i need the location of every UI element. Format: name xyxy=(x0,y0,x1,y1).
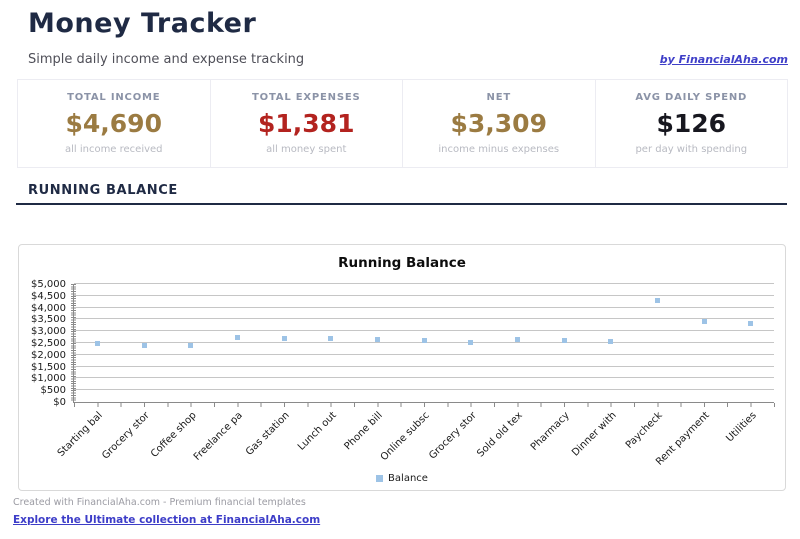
gridline xyxy=(74,294,774,296)
stat-label: NET xyxy=(486,92,511,103)
gridline xyxy=(74,377,774,379)
page-title: Money Tracker xyxy=(28,8,257,39)
y-axis-tick-label: $3,000 xyxy=(31,326,66,338)
stat-subtext: income minus expenses xyxy=(438,144,560,155)
stats-row: TOTAL INCOME $4,690 all income received … xyxy=(17,79,788,168)
y-axis-tick-label: $1,000 xyxy=(31,373,66,385)
stat-card-total-income: TOTAL INCOME $4,690 all income received xyxy=(18,80,211,167)
stat-subtext: all income received xyxy=(64,144,163,155)
y-axis-tick-label: $4,500 xyxy=(31,290,66,302)
data-point xyxy=(421,337,427,343)
legend-label-balance: Balance xyxy=(388,473,428,484)
y-axis-tick-label: $5,000 xyxy=(31,279,66,290)
footer-link[interactable]: Explore the Ultimate collection at Finan… xyxy=(13,514,321,526)
data-point xyxy=(281,335,287,341)
stat-subtext: per day with spending xyxy=(635,144,748,155)
footer-credit: Created with FinancialAha.com - Premium … xyxy=(13,497,306,508)
stat-value: $3,309 xyxy=(450,109,547,138)
data-point xyxy=(561,337,567,343)
data-point xyxy=(514,337,520,343)
stat-value: $126 xyxy=(656,109,727,138)
data-point xyxy=(374,337,380,343)
legend-swatch-balance xyxy=(376,475,384,482)
chart-legend: Balance xyxy=(19,473,785,484)
stat-value: $1,381 xyxy=(258,109,355,138)
data-point xyxy=(608,339,614,345)
chart-title: Running Balance xyxy=(338,255,466,271)
y-axis-tick-label: $1,500 xyxy=(31,361,66,373)
gridline xyxy=(74,283,774,284)
y-axis-tick-label: $4,000 xyxy=(31,302,66,314)
data-point xyxy=(701,318,707,324)
y-axis-tick-label: $2,500 xyxy=(31,338,66,349)
stat-card-net: NET $3,309 income minus expenses xyxy=(403,80,596,167)
data-point xyxy=(748,321,754,327)
data-point xyxy=(328,336,334,342)
byline-link[interactable]: by FinancialAha.com xyxy=(659,53,788,66)
gridline xyxy=(74,306,774,308)
stat-card-avg-daily-spend: AVG DAILY SPEND $126 per day with spendi… xyxy=(596,80,788,167)
stat-label: AVG DAILY SPEND xyxy=(635,92,748,103)
section-heading-running-balance: RUNNING BALANCE xyxy=(28,183,178,198)
running-balance-chart: Running Balance $0 $500 $1,000 $1,500 $2,000… xyxy=(18,244,786,491)
gridline xyxy=(74,353,774,355)
data-point xyxy=(234,334,240,340)
data-point xyxy=(654,298,660,304)
gridline xyxy=(74,318,774,320)
gridline xyxy=(74,389,774,391)
y-axis-tick-label: $0 xyxy=(53,397,66,408)
gridline xyxy=(74,365,774,367)
y-axis-tick-label: $500 xyxy=(40,385,66,397)
stat-subtext: all money spent xyxy=(266,144,347,155)
section-divider xyxy=(16,203,787,205)
plot-area: $0 $500 $1,000 $1,500 $2,000 $2,500 $3,000 $3,5… xyxy=(31,279,775,468)
y-axis-tick-label: $2,000 xyxy=(31,349,66,361)
gridline xyxy=(74,330,774,332)
data-point xyxy=(141,342,147,348)
stat-label: TOTAL INCOME xyxy=(67,92,161,103)
stat-card-total-expenses: TOTAL EXPENSES $1,381 all money spent xyxy=(211,80,403,167)
data-point xyxy=(188,342,194,348)
stat-label: TOTAL EXPENSES xyxy=(252,92,361,103)
stat-value: $4,690 xyxy=(65,109,162,138)
y-axis-tick-label: $3,500 xyxy=(31,314,66,326)
data-point xyxy=(94,340,100,346)
data-point xyxy=(468,339,474,345)
page-subtitle: Simple daily income and expense tracking xyxy=(28,52,305,67)
